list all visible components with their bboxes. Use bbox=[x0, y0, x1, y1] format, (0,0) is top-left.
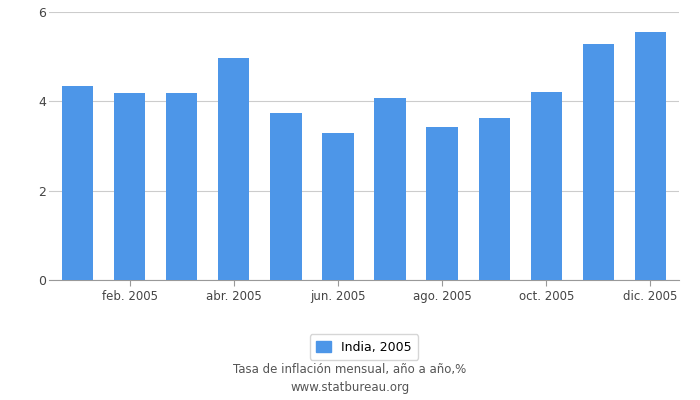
Legend: India, 2005: India, 2005 bbox=[310, 334, 418, 360]
Bar bbox=[531, 92, 562, 280]
Bar bbox=[322, 134, 354, 280]
Text: Tasa de inflación mensual, año a año,%: Tasa de inflación mensual, año a año,% bbox=[233, 364, 467, 376]
Bar bbox=[166, 93, 197, 280]
Bar bbox=[114, 93, 146, 280]
Bar bbox=[62, 86, 93, 280]
Bar bbox=[479, 118, 510, 280]
Bar bbox=[270, 112, 302, 280]
Text: www.statbureau.org: www.statbureau.org bbox=[290, 382, 410, 394]
Bar bbox=[582, 44, 614, 280]
Bar bbox=[218, 58, 249, 280]
Bar bbox=[635, 32, 666, 280]
Bar bbox=[426, 127, 458, 280]
Bar bbox=[374, 98, 406, 280]
